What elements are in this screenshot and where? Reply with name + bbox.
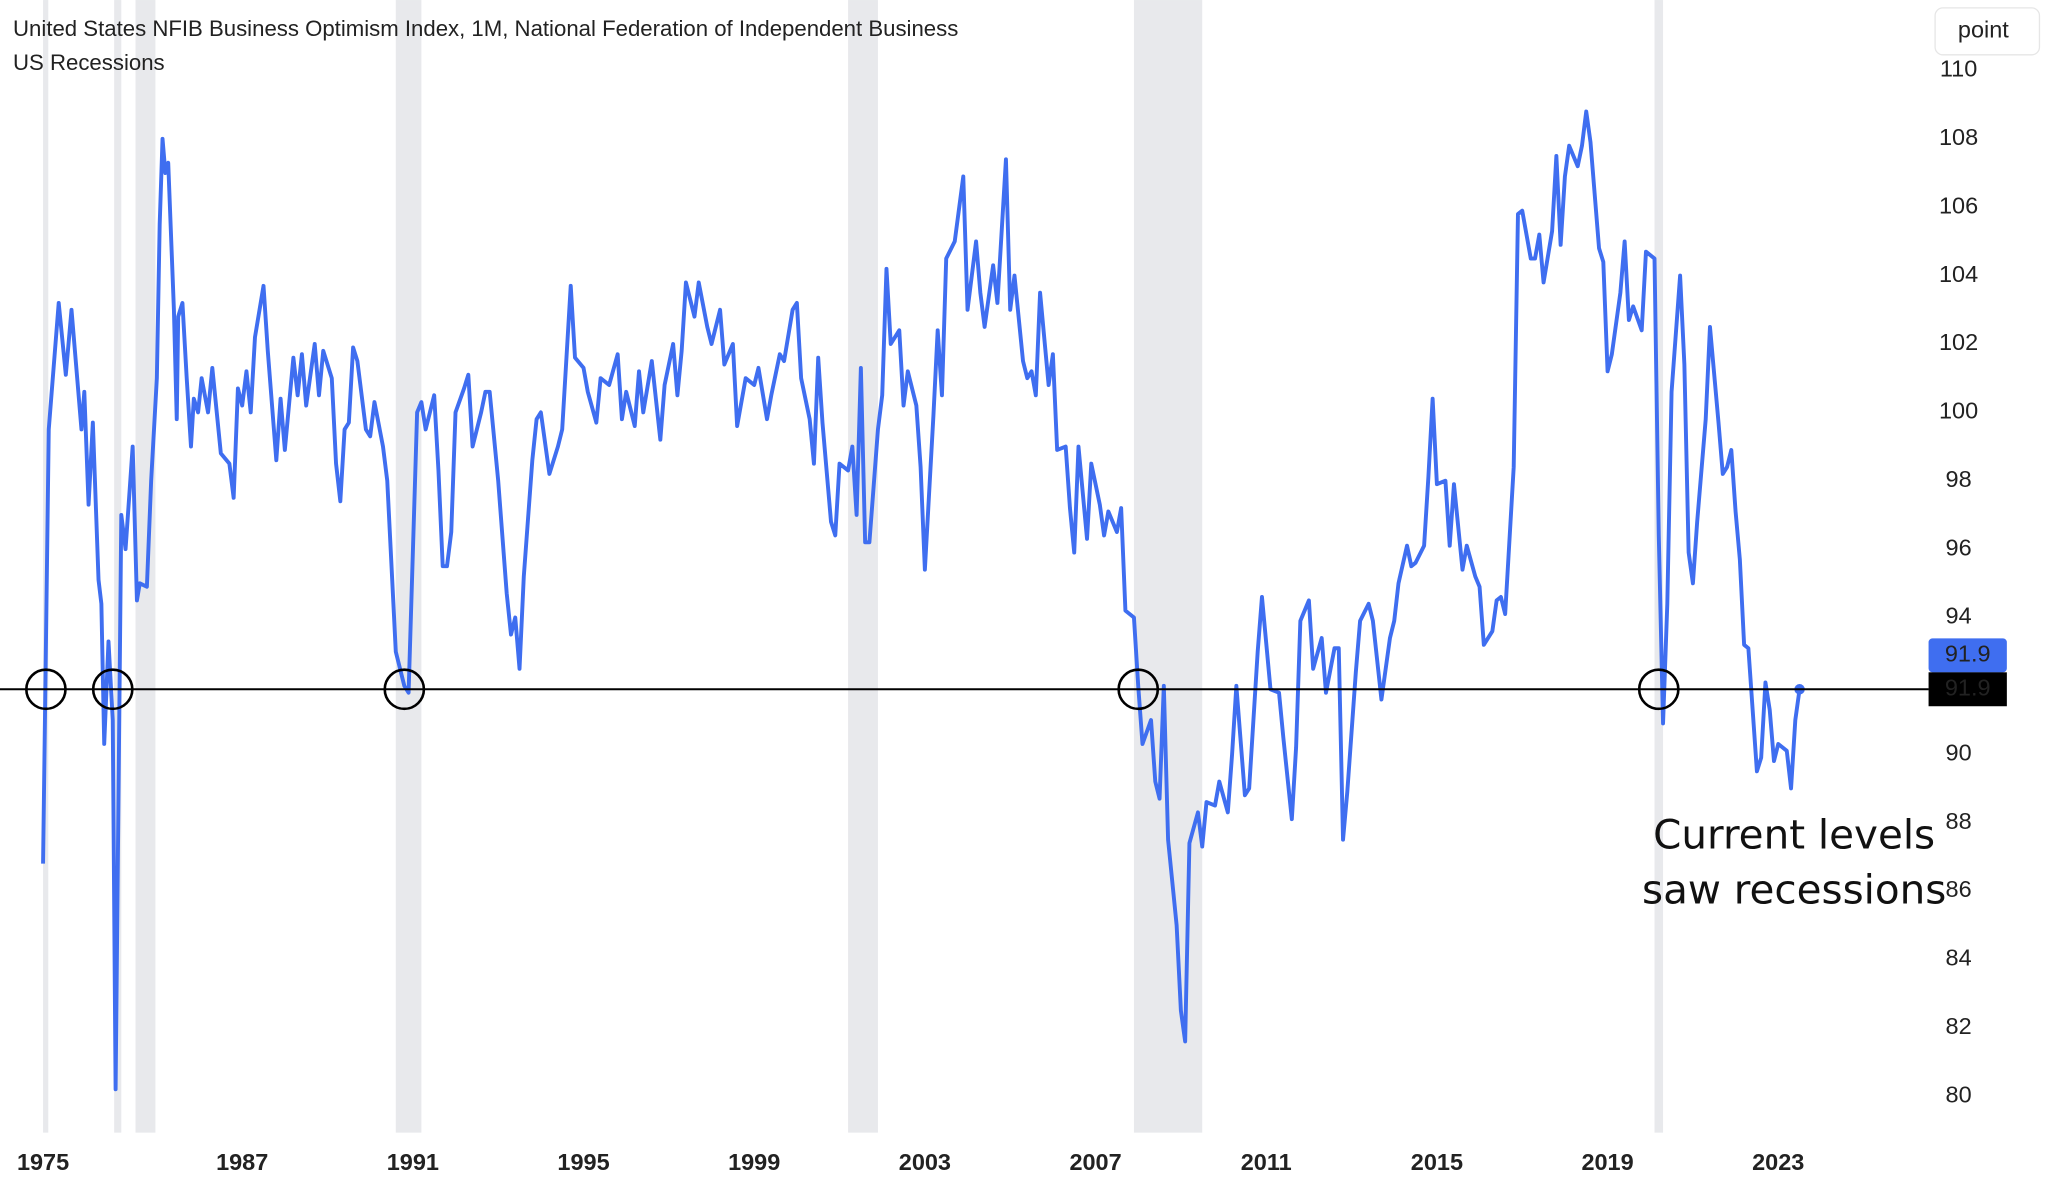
y-tick-label: 86: [1946, 876, 1972, 902]
recession-band: [848, 0, 878, 1133]
recession-bands: [43, 0, 1664, 1133]
recession-band: [1133, 0, 1203, 1133]
y-tick-label: 100: [1939, 398, 1978, 424]
x-tick-label: 1987: [216, 1149, 268, 1175]
x-tick-label: 2011: [1241, 1149, 1292, 1175]
crossing-circle: [1637, 668, 1680, 711]
annotation: saw recessions: [1642, 866, 1946, 914]
unit-label: point: [1958, 17, 2009, 43]
y-tick-label: 110: [1940, 56, 1977, 82]
series-title: United States NFIB Business Optimism Ind…: [13, 16, 958, 41]
y-tick-label: 102: [1939, 329, 1978, 355]
y-tick-label: 106: [1939, 192, 1978, 218]
x-tick-label: 1995: [557, 1149, 609, 1175]
y-tick-label: 84: [1946, 945, 1972, 971]
x-tick-label: 1999: [728, 1149, 780, 1175]
recession-band: [114, 0, 122, 1133]
reference-box: [1928, 672, 2007, 707]
x-tick-label: 1975: [17, 1149, 69, 1175]
y-tick-label: 96: [1946, 534, 1972, 560]
crossing-circle: [91, 668, 134, 711]
recession-band: [395, 0, 422, 1133]
x-tick-label: 1991: [387, 1149, 439, 1175]
reference-label: 91.9: [1945, 674, 1991, 700]
y-tick-label: 88: [1946, 808, 1972, 834]
x-tick-label: 2003: [899, 1149, 951, 1175]
y-tick-label: 94: [1946, 603, 1972, 629]
y-tick-label: 90: [1946, 739, 1972, 765]
crossing-circle: [25, 668, 67, 711]
last-value-box: [1928, 638, 2007, 673]
x-tick-label: 2019: [1581, 1149, 1633, 1175]
x-tick-label: 2007: [1069, 1149, 1121, 1175]
series-line: [41, 109, 1802, 1092]
y-tick-label: 104: [1939, 261, 1978, 287]
recession-legend: US Recessions: [13, 50, 165, 75]
recession-band: [135, 0, 156, 1133]
y-tick-label: 98: [1946, 466, 1972, 492]
annotation: Current levels: [1653, 811, 1935, 859]
crossing-circle: [1117, 668, 1160, 711]
last-value-label: 91.9: [1945, 641, 1991, 667]
x-tick-label: 2015: [1411, 1149, 1463, 1175]
y-tick-label: 82: [1946, 1013, 1972, 1039]
unit-box: [1934, 7, 2041, 56]
y-tick-label: 108: [1939, 124, 1978, 150]
crossing-circle: [383, 668, 426, 711]
x-tick-label: 2023: [1752, 1149, 1804, 1175]
y-tick-label: 80: [1946, 1081, 1972, 1107]
